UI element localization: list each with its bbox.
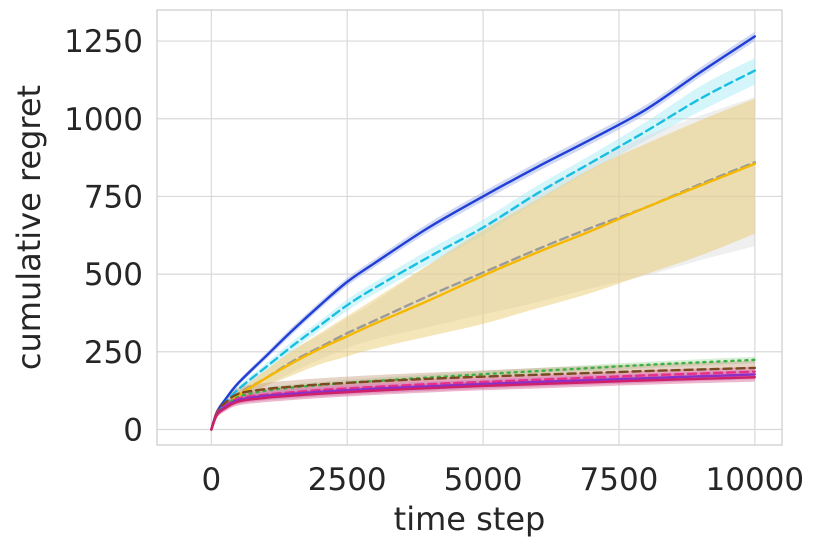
y-tick-label: 0 <box>123 412 143 448</box>
series-8-line <box>210 376 757 431</box>
x-tick-label: 7500 <box>580 462 659 498</box>
x-tick-label: 5000 <box>444 462 523 498</box>
grid <box>157 10 782 445</box>
y-tick-label: 1000 <box>64 102 143 138</box>
y-tick-label: 500 <box>84 257 143 293</box>
series-lines <box>210 35 757 431</box>
series-5-line <box>210 366 757 431</box>
x-axis-label: time step <box>394 500 546 538</box>
series-0-line <box>210 35 757 431</box>
y-tick-label: 1250 <box>64 24 143 60</box>
tick-labels: 0 2500 5000 7500 10000 0 250 500 750 1000 1250 <box>64 24 804 498</box>
series-4-confidence-band <box>211 356 755 430</box>
series-5-confidence-band <box>211 360 755 430</box>
series-4-line <box>210 358 757 431</box>
x-tick-label: 2500 <box>308 462 387 498</box>
y-tick-label: 750 <box>84 179 143 215</box>
y-tick-label: 250 <box>84 335 143 371</box>
series-3-confidence-band <box>211 98 755 430</box>
x-tick-label: 0 <box>201 462 221 498</box>
series-1-confidence-band <box>211 58 755 430</box>
plot-frame <box>156 9 783 446</box>
series-2-confidence-band <box>211 97 755 430</box>
series-7-line <box>210 373 757 431</box>
series-2-line <box>210 161 757 431</box>
x-tick-label: 10000 <box>706 462 805 498</box>
y-axis-label: cumulative regret <box>10 85 48 370</box>
